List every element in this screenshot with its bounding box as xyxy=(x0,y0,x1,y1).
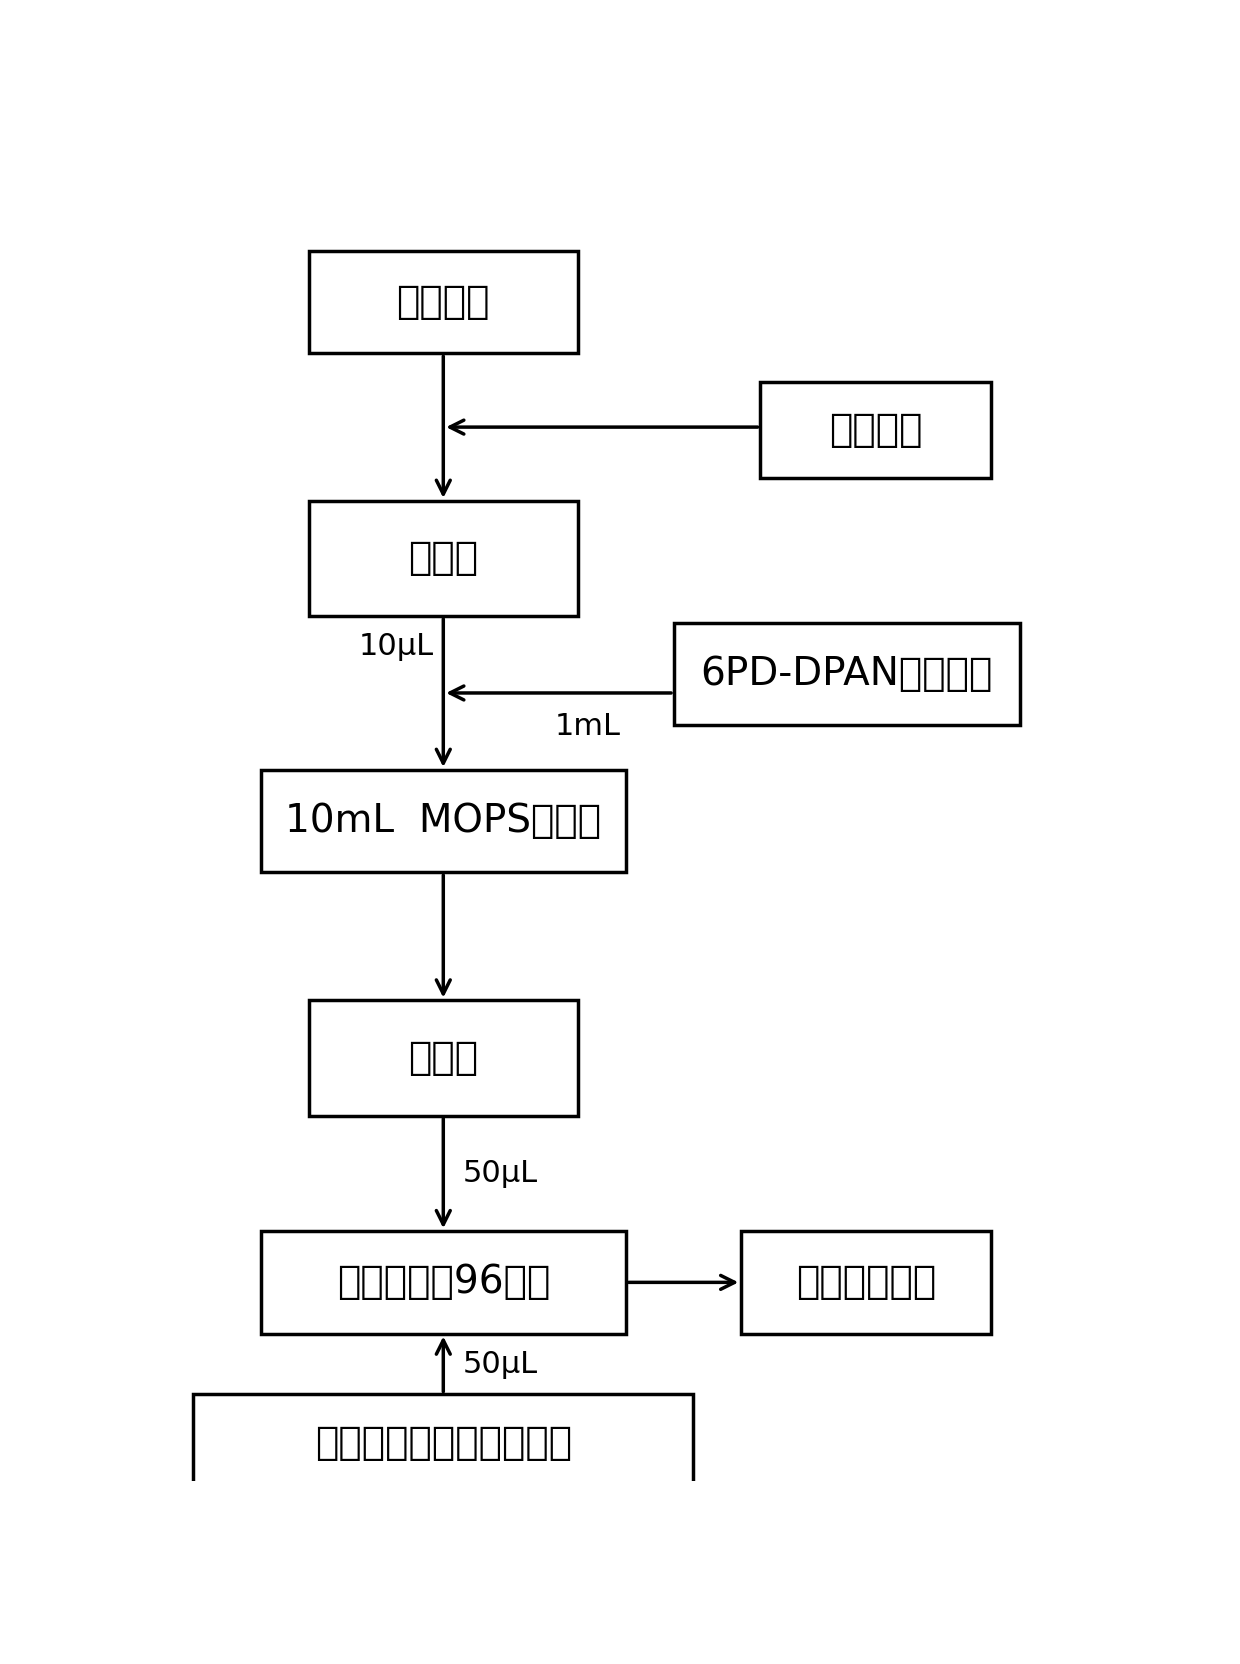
Text: 生理盐水: 生理盐水 xyxy=(830,411,923,449)
Bar xyxy=(675,622,1021,726)
Text: 50μL: 50μL xyxy=(463,1350,538,1378)
Bar xyxy=(260,770,626,872)
Text: 混合液: 混合液 xyxy=(408,1038,479,1077)
Text: 荧光检测设备: 荧光检测设备 xyxy=(796,1263,936,1301)
Text: 6PD-DPAN荧光探针: 6PD-DPAN荧光探针 xyxy=(701,654,993,692)
Bar xyxy=(309,501,578,616)
Bar xyxy=(260,1231,626,1333)
Text: 1mL: 1mL xyxy=(554,712,620,740)
Text: 一次性无菌96孔板: 一次性无菌96孔板 xyxy=(336,1263,551,1301)
Bar xyxy=(742,1231,991,1333)
Bar xyxy=(193,1394,693,1491)
Text: 10mL  MOPS缓冲液: 10mL MOPS缓冲液 xyxy=(285,802,601,840)
Text: 不同浓度的抗菌药物溶液: 不同浓度的抗菌药物溶液 xyxy=(315,1423,572,1461)
Bar xyxy=(760,383,991,478)
Text: 50μL: 50μL xyxy=(463,1158,538,1188)
Bar xyxy=(309,251,578,353)
Text: 待测菌株: 待测菌株 xyxy=(397,283,490,321)
Text: 菌悬液: 菌悬液 xyxy=(408,539,479,577)
Bar xyxy=(309,1000,578,1117)
Text: 10μL: 10μL xyxy=(358,632,434,661)
